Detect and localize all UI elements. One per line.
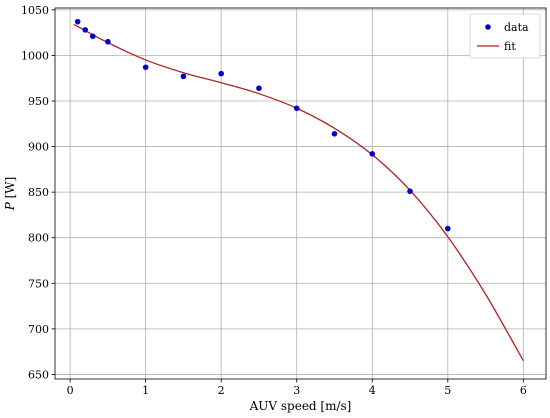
x-tick-label: 5: [444, 384, 451, 397]
legend: data fit: [469, 13, 541, 59]
x-axis-label: AUV speed [m/s]: [249, 399, 352, 413]
data-point: [142, 64, 149, 71]
data-point: [218, 70, 224, 77]
x-tick-label: 4: [369, 384, 376, 397]
y-tick-label: 650: [28, 368, 49, 381]
data-point: [180, 73, 187, 80]
y-tick-label: 950: [28, 95, 49, 108]
y-tick-label: 900: [28, 141, 49, 154]
grid: [55, 8, 546, 379]
data-point: [74, 18, 81, 25]
y-tick-label: 1000: [21, 49, 49, 62]
data-points-layer: [74, 18, 451, 232]
fit-line-layer: [73, 23, 524, 362]
y-tick-label: 750: [28, 277, 49, 290]
data-point: [89, 33, 96, 40]
plot-frame: [54, 7, 547, 380]
y-axis-label: P [W]: [3, 177, 17, 212]
data-point: [82, 27, 89, 33]
x-tick-label: 2: [218, 384, 225, 397]
x-tick-label: 6: [520, 384, 527, 397]
data-point: [331, 130, 338, 137]
x-tick-label: 0: [67, 384, 74, 397]
legend-label-data: data: [504, 21, 529, 34]
data-point: [369, 151, 376, 157]
y-axis-ticks: 650 700 750 800 850 900 950 1000 1050: [21, 4, 55, 381]
legend-label-fit: fit: [504, 40, 516, 53]
fit-line: [73, 23, 524, 362]
data-point: [407, 188, 413, 195]
y-tick-label: 800: [28, 232, 49, 245]
x-tick-label: 3: [293, 384, 300, 397]
data-point: [105, 38, 111, 45]
x-tick-label: 1: [142, 384, 149, 397]
y-tick-label: 850: [28, 186, 49, 199]
data-point: [293, 105, 300, 112]
data-point: [256, 85, 262, 92]
x-axis-ticks: 0 1 2 3 4 5 6: [67, 379, 527, 397]
y-tick-label: 700: [28, 323, 49, 336]
data-point: [445, 225, 451, 232]
y-tick-label: 1050: [21, 4, 49, 17]
legend-marker-data: [485, 24, 491, 30]
